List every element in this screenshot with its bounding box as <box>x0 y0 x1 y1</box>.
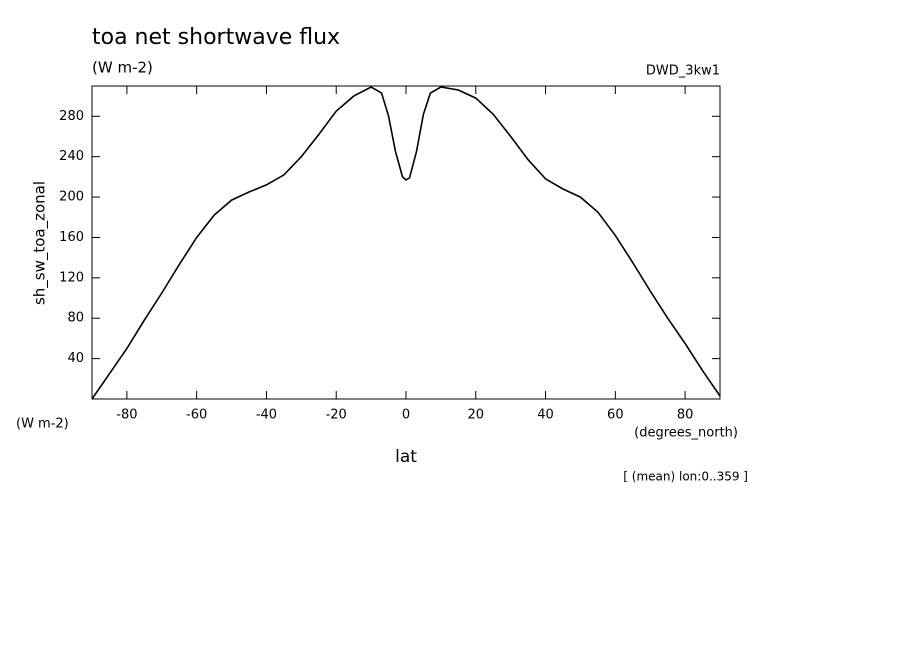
y-axis-label: sh_sw_toa_zonal <box>31 181 50 305</box>
x-tick-label: 0 <box>402 408 410 423</box>
y-tick-label: 120 <box>59 270 84 285</box>
y-tick-label: 280 <box>59 109 84 124</box>
plot-frame <box>91 85 721 400</box>
x-tick-label: 20 <box>468 408 485 423</box>
annotation: [ (mean) lon:0..359 ] <box>623 470 748 484</box>
y-tick-label: 160 <box>59 230 84 245</box>
y-units: (W m-2) <box>16 417 69 432</box>
y-tick-label: 240 <box>59 149 84 164</box>
y-tick-label: 200 <box>59 190 84 205</box>
x-tick-label: -20 <box>326 408 347 423</box>
subtitle: (W m-2) <box>92 59 153 77</box>
x-units: (degrees_north) <box>634 426 738 441</box>
chart-title: toa net shortwave flux <box>92 25 340 50</box>
x-tick-label: -60 <box>186 408 207 423</box>
y-tick-label: 40 <box>67 351 84 366</box>
x-tick-label: 80 <box>677 408 694 423</box>
x-tick-label: -80 <box>116 408 137 423</box>
x-tick-label: 40 <box>537 408 554 423</box>
data-line <box>91 86 721 400</box>
x-tick-label: -40 <box>256 408 277 423</box>
y-tick-label: 80 <box>67 311 84 326</box>
x-axis-label: lat <box>395 447 417 467</box>
dataset-label: DWD_3kw1 <box>646 64 720 79</box>
x-tick-label: 60 <box>607 408 624 423</box>
